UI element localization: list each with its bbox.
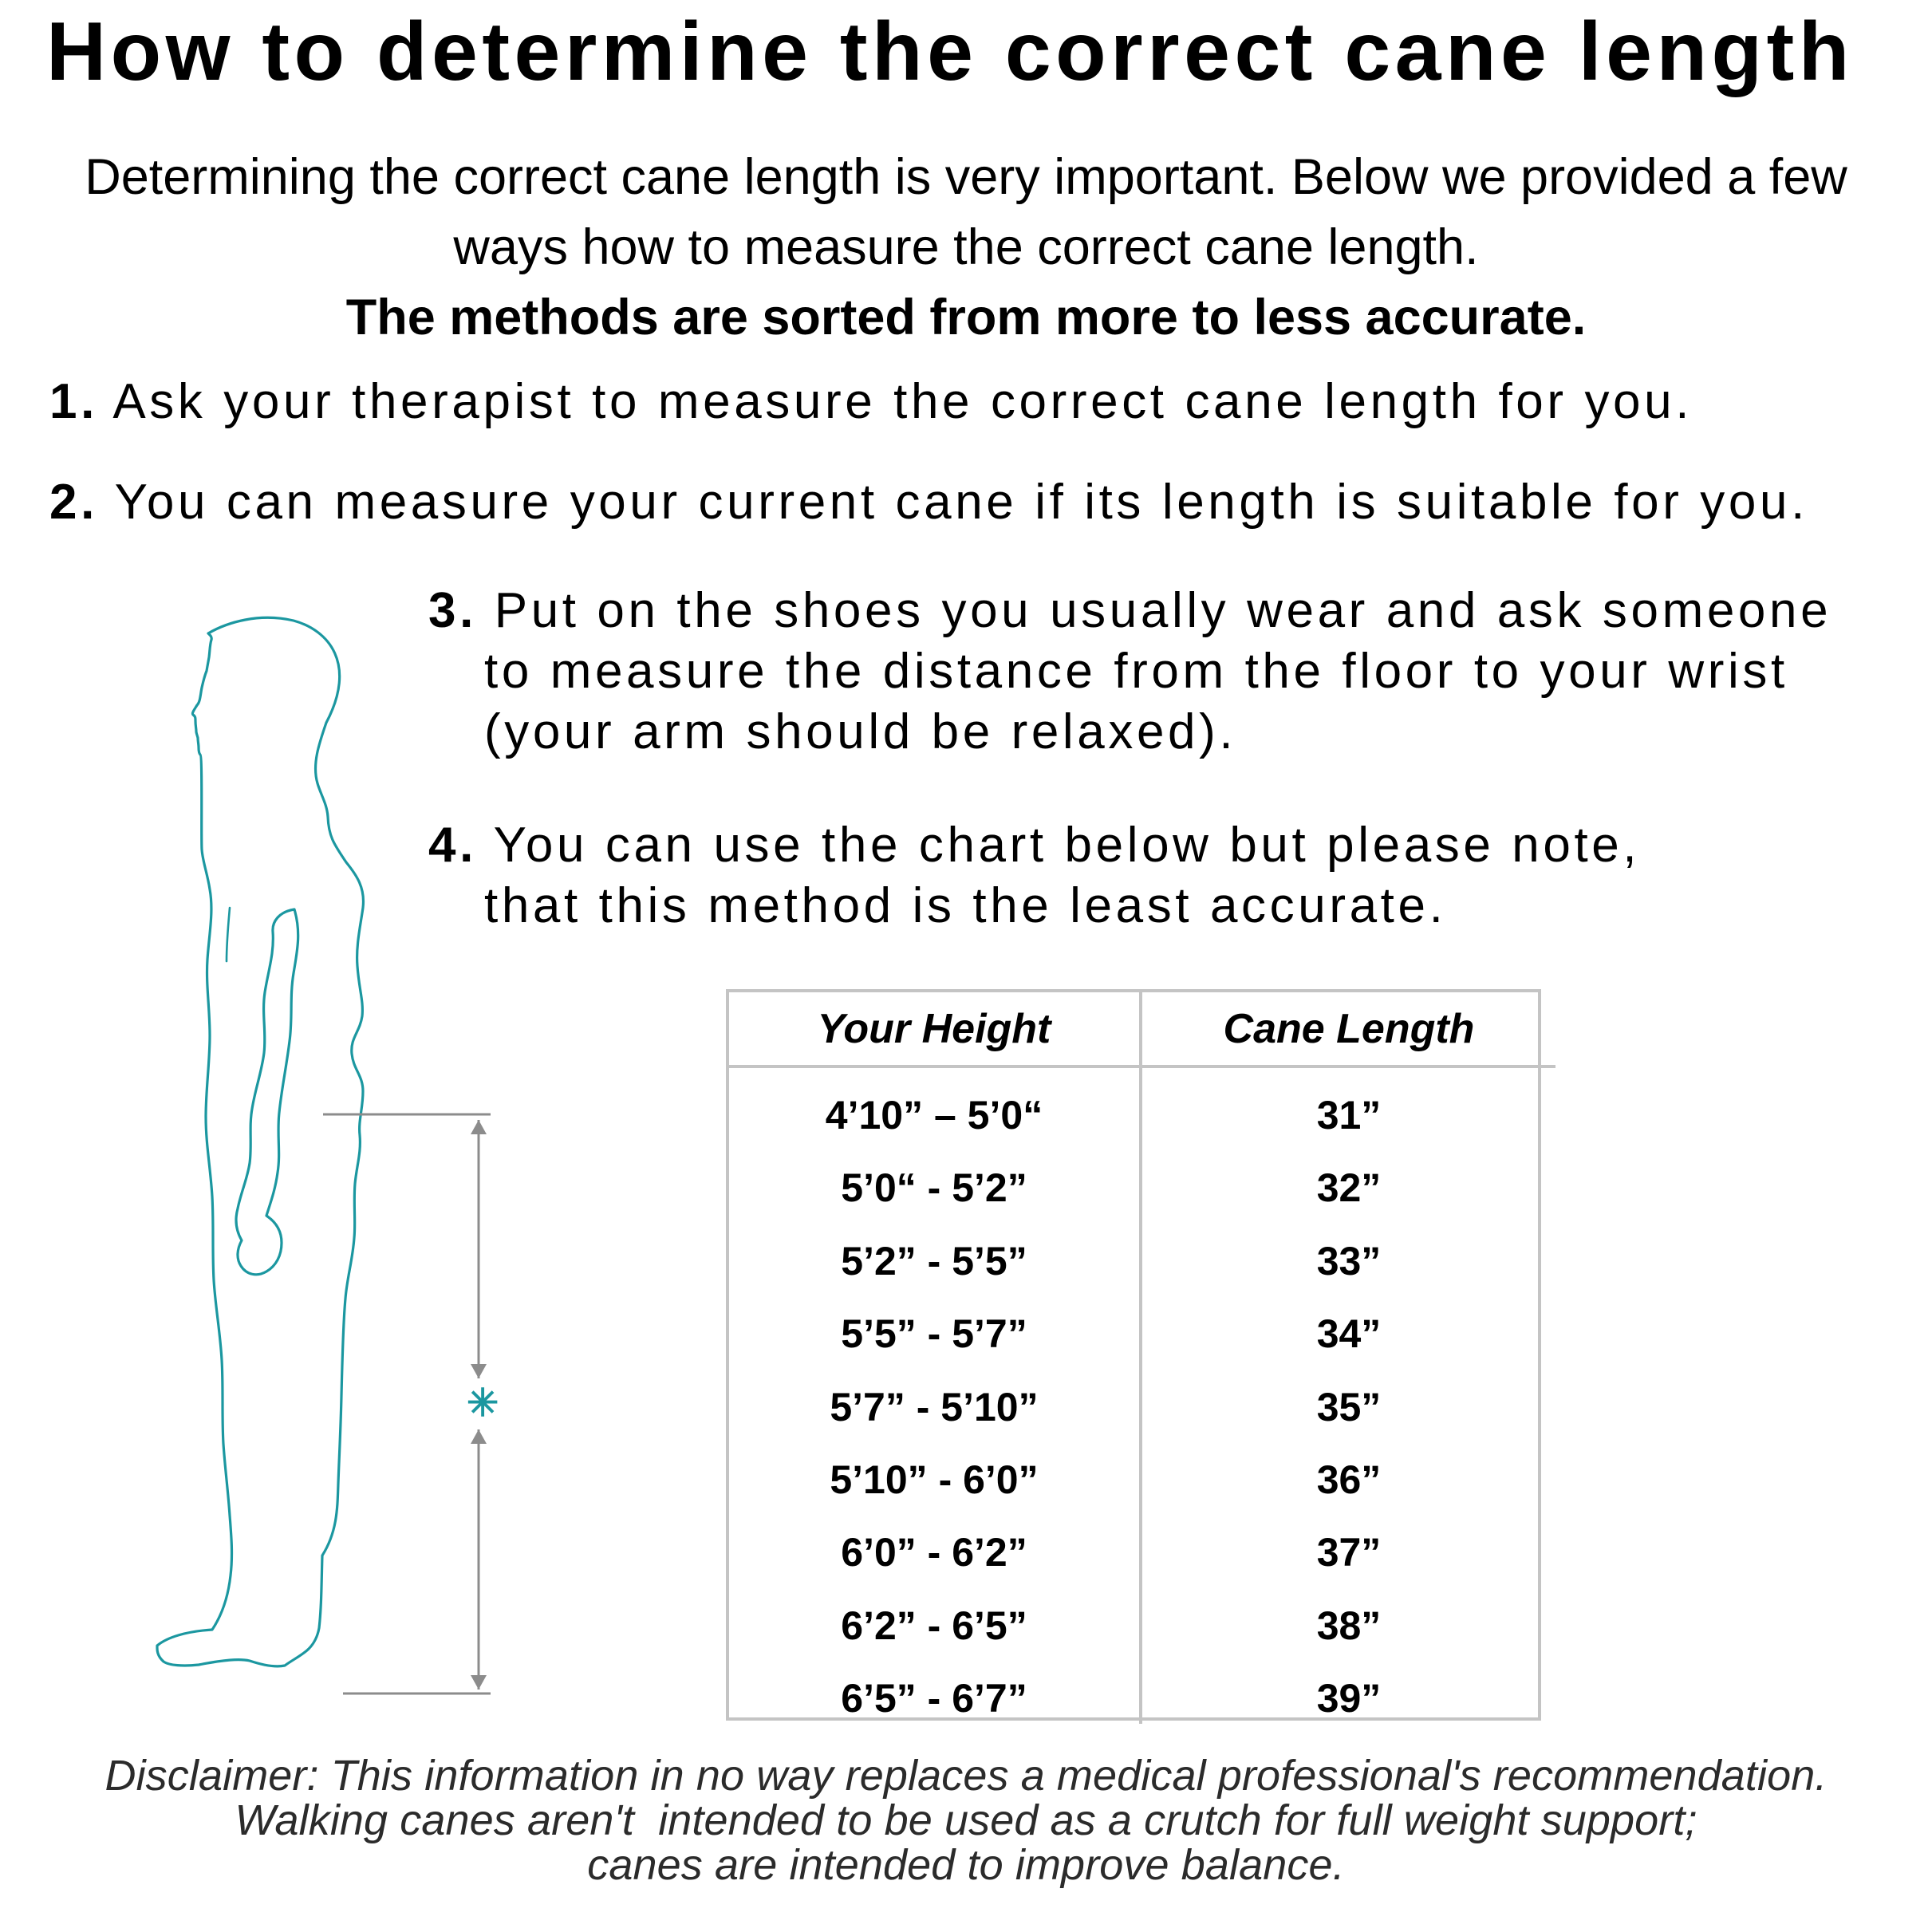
svg-text:✳: ✳ — [467, 1382, 499, 1425]
